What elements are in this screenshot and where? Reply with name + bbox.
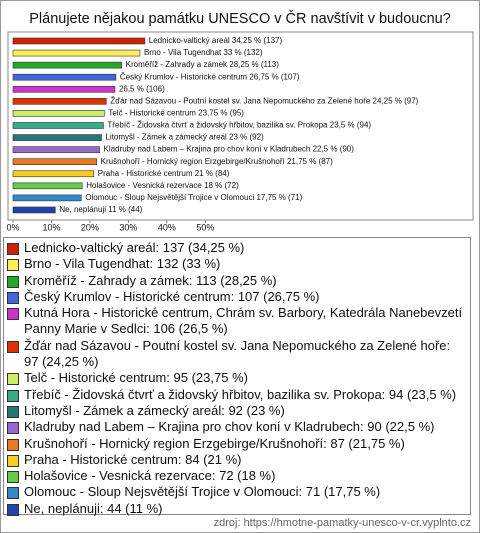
- legend-item: Lednicko-valtický areál: 137 (34,25 %): [7, 240, 467, 256]
- legend-label: Lednicko-valtický areál: 137 (34,25 %): [24, 240, 245, 255]
- x-tick-label: 10%: [42, 222, 60, 232]
- legend-label: Olomouc - Sloup Nejsvětější Trojice v Ol…: [24, 484, 381, 500]
- legend-item: Třebíč - Židovská čtvrť a židovský hřbit…: [7, 387, 467, 403]
- legend-item: Litomyšl - Zámek a zámecký areál: 92 (23…: [7, 403, 467, 419]
- bar: [12, 158, 97, 165]
- bar: [12, 37, 146, 45]
- bar-label: 26,5 % (106): [119, 84, 165, 93]
- legend-label: Krušnohoří - Hornický region Erzgebirge/…: [24, 435, 405, 451]
- bar: [12, 110, 105, 117]
- bar: [12, 85, 116, 93]
- legend-item: Kroměříž - Zahrady a zámek: 113 (28,25 %…: [7, 273, 467, 289]
- legend-swatch: [7, 438, 19, 451]
- legend-swatch: [7, 243, 19, 255]
- legend-label: Kutná Hora - Historické centrum, Chrám s…: [24, 305, 463, 337]
- bar-label: Český Krumlov - Historické centrum 26,75…: [120, 72, 300, 81]
- legend: Lednicko-valtický areál: 137 (34,25 %) Br…: [3, 237, 471, 517]
- legend-label: Litomyšl - Zámek a zámecký areál: 92 (23…: [24, 402, 285, 418]
- legend-swatch: [7, 422, 19, 435]
- legend-swatch: [7, 259, 19, 272]
- legend-item: Ne, neplánuji: 44 (11 %): [7, 501, 467, 517]
- plot-frame: [7, 31, 474, 221]
- source: zdroj: https://hmotne-pamatky-unesco-v-c…: [213, 517, 471, 529]
- legend-label: Třebíč - Židovská čtvrť a židovský hřbit…: [24, 386, 457, 402]
- legend-label: Brno - Vila Tugendhat: 132 (33 %): [24, 256, 221, 272]
- bar: [12, 49, 141, 57]
- bar-label: Olomouc - Sloup Nejsvětější Trojice v Ol…: [85, 193, 302, 202]
- bar-label: Třebíč - Židovská čtvrť a židovský hřbit…: [107, 121, 371, 130]
- legend-item: Olomouc - Sloup Nejsvětější Trojice v Ol…: [7, 484, 467, 500]
- legend-swatch: [7, 308, 19, 321]
- x-tick-label: 0%: [6, 222, 19, 232]
- legend-swatch: [7, 340, 19, 353]
- legend-label: Holašovice - Vesnická rezervace: 72 (18 …: [24, 468, 276, 484]
- legend-swatch: [7, 389, 19, 402]
- legend-label: Český Krumlov - Historické centrum: 107 …: [24, 288, 320, 304]
- legend-item: Telč - Historické centrum: 95 (23,75 %): [7, 370, 467, 386]
- bar-label: Litomyšl - Zámek a zámecký areál 23 % (9…: [105, 133, 264, 142]
- legend-swatch: [7, 503, 19, 516]
- legend-label: Žďár nad Sázavou - Poutní kostel sv. Jan…: [24, 337, 451, 370]
- bar-label: Žďár nad Sázavou - Poutní kostel sv. Jan…: [110, 96, 418, 105]
- legend-item: Český Krumlov - Historické centrum: 107 …: [7, 289, 467, 305]
- bar-label: Brno - Vila Tugendhat 33 % (132): [144, 48, 263, 57]
- legend-swatch: [7, 373, 19, 386]
- bar: [12, 194, 82, 202]
- bar: [12, 122, 104, 129]
- bar-label: Krušnohoří - Hornický region Erzgebirge/…: [101, 157, 333, 166]
- bar: [12, 206, 56, 214]
- legend-label: Praha - Historické centrum: 84 (21 %): [24, 451, 242, 467]
- chart: Plánujete nějakou památku UNESCO v ČR na…: [6, 10, 474, 232]
- bar: [12, 73, 117, 81]
- legend-item: Brno - Vila Tugendhat: 132 (33 %): [7, 256, 467, 272]
- bar: [12, 182, 83, 190]
- bar-label: Ne, neplánuji 11 % (44): [59, 205, 142, 214]
- bar-label: Kladruby nad Labem – Krajina pro chov ko…: [104, 145, 355, 154]
- legend-swatch: [7, 275, 19, 288]
- legend-item: Žďár nad Sázavou - Poutní kostel sv. Jan…: [7, 338, 467, 371]
- bar-label: Praha - Historické centrum 21 % (84): [98, 169, 230, 178]
- legend-item: Praha - Historické centrum: 84 (21 %): [7, 452, 467, 468]
- legend-label: Kladruby nad Labem – Krajina pro chov ko…: [24, 419, 435, 435]
- legend-label: Ne, neplánuji: 44 (11 %): [24, 500, 163, 516]
- bar: [12, 146, 100, 153]
- legend-item: Holašovice - Vesnická rezervace: 72 (18 …: [7, 468, 467, 484]
- bar: [12, 134, 102, 141]
- legend-label: Kroměříž - Zahrady a zámek: 113 (28,25 %…: [24, 272, 277, 288]
- x-tick-label: 40%: [158, 222, 176, 232]
- legend-swatch: [7, 405, 19, 418]
- x-tick-label: 30%: [119, 222, 137, 232]
- legend-swatch: [7, 291, 19, 304]
- x-tick-label: 50%: [196, 222, 214, 232]
- x-tick-label: 20%: [81, 222, 99, 232]
- legend-item: Kutná Hora - Historické centrum, Chrám s…: [7, 305, 467, 338]
- legend-label: Telč - Historické centrum: 95 (23,75 %): [24, 370, 248, 386]
- bar-label: Holašovice - Vesnická rezervace 18 % (72…: [86, 181, 239, 190]
- chart-title: Plánujete nějakou památku UNESCO v ČR na…: [29, 10, 451, 27]
- legend-swatch: [7, 471, 19, 484]
- bar-label: Telč - Historické centrum 23,75 % (95): [108, 109, 244, 118]
- bar: [12, 61, 122, 69]
- bar-label: Kroměříž - Zahrady a zámek 28,25 % (113): [126, 60, 280, 69]
- bar: [12, 98, 107, 105]
- legend-item: Krušnohoří - Hornický region Erzgebirge/…: [7, 436, 467, 452]
- legend-swatch: [7, 454, 19, 467]
- bar-label: Lednicko-valtický areál 34,25 % (137): [149, 36, 283, 45]
- legend-swatch: [7, 487, 19, 500]
- bar: [12, 170, 95, 178]
- legend-item: Kladruby nad Labem – Krajina pro chov ko…: [7, 419, 467, 435]
